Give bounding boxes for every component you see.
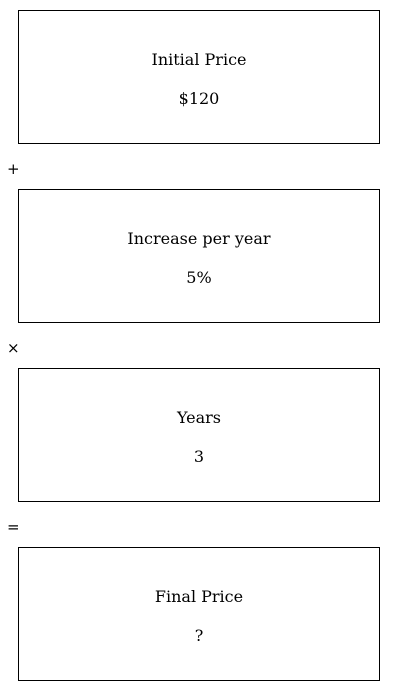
years-label: Years — [176, 408, 222, 427]
final-price-value: ? — [194, 626, 204, 645]
equals-operator: = — [7, 518, 20, 536]
increase-per-year-value: 5% — [186, 268, 212, 287]
initial-price-value: $120 — [178, 89, 220, 108]
multiply-operator: × — [7, 339, 20, 357]
years-value: 3 — [193, 447, 205, 466]
final-price-box: Final Price ? — [18, 547, 380, 681]
years-box: Years 3 — [18, 368, 380, 502]
increase-per-year-label: Increase per year — [127, 229, 271, 248]
initial-price-label: Initial Price — [151, 50, 247, 69]
final-price-label: Final Price — [154, 587, 244, 606]
increase-per-year-box: Increase per year 5% — [18, 189, 380, 323]
initial-price-box: Initial Price $120 — [18, 10, 380, 144]
plus-operator: + — [7, 160, 20, 178]
